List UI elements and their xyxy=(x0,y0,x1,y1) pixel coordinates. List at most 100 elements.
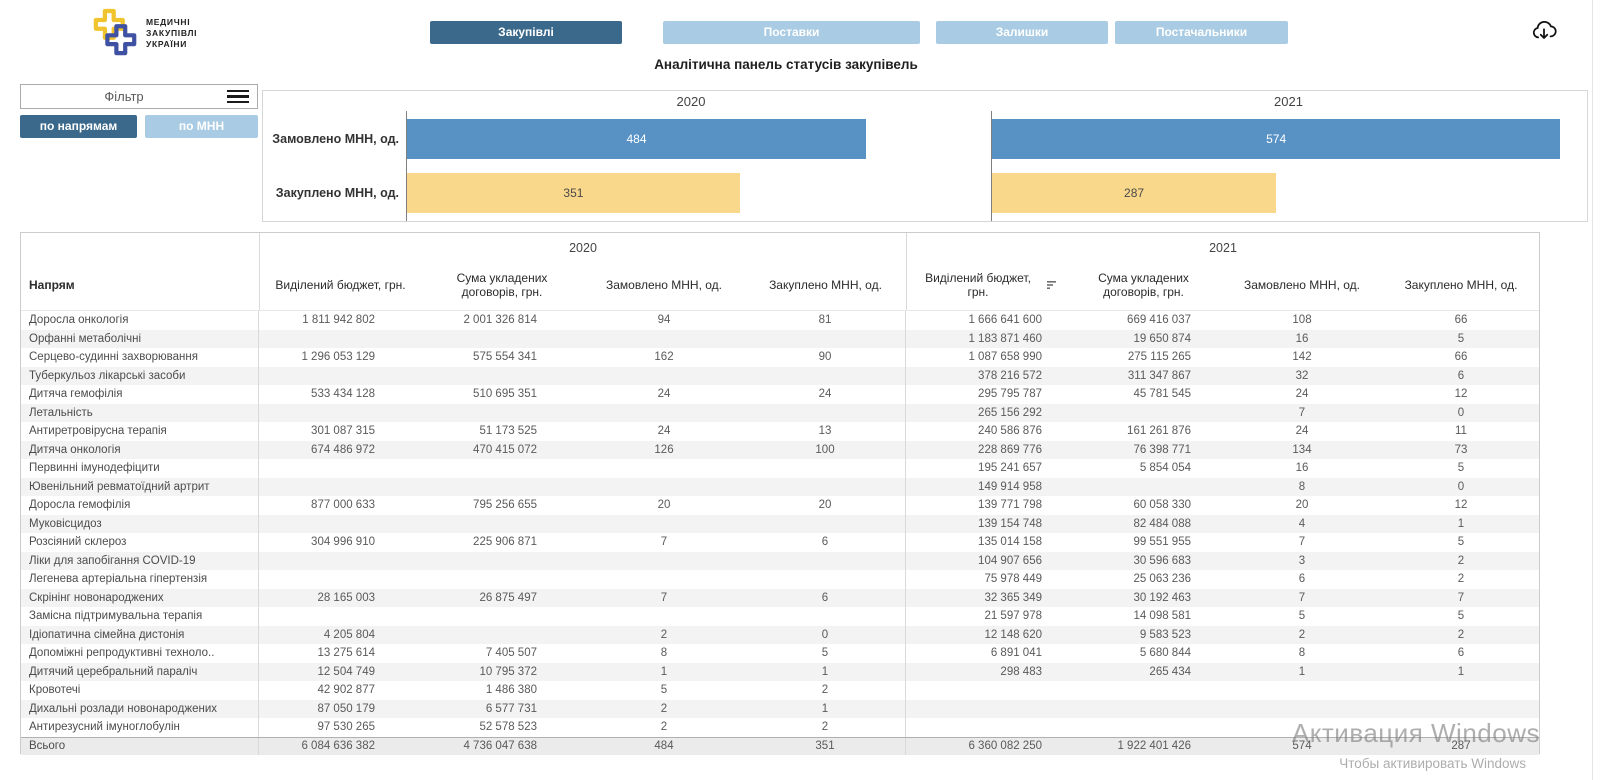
filter-label: Фільтр xyxy=(104,89,144,104)
value-cell: 10 795 372 xyxy=(479,665,537,678)
table-row[interactable]: Доросла гемофілія 877 000 633 795 256 655 2… xyxy=(21,496,1539,515)
table-row[interactable]: Летальність 265 156 292 7 0 xyxy=(21,403,1539,422)
table-row[interactable]: Антиретровірусна терапія 301 087 315 51 17… xyxy=(21,422,1539,441)
value-cell xyxy=(745,607,906,626)
table-row[interactable]: Скрінінг новонароджених 28 165 003 26 875 … xyxy=(21,588,1539,607)
filter-menu-icon[interactable] xyxy=(227,87,249,107)
column-header-purchased-2020[interactable]: Закуплено МНН, од. xyxy=(769,277,882,292)
value-cell xyxy=(745,477,906,496)
table-row[interactable]: Антирезусний імуноглобулін 97 530 265 52 5… xyxy=(21,718,1539,737)
table-row[interactable]: Допоміжні репродуктивні техноло.. 13 275 … xyxy=(21,644,1539,663)
value-cell: 134 xyxy=(1292,443,1312,456)
value-cell: 1 486 380 xyxy=(485,684,537,697)
table-row[interactable]: Розсіяний склероз 304 996 910 225 906 871 7… xyxy=(21,533,1539,552)
table-row[interactable]: Дихальні розлади новонароджених 87 050 17… xyxy=(21,699,1539,718)
bar-purchased-2020[interactable]: 351 xyxy=(407,173,740,213)
filter-box[interactable]: Фільтр xyxy=(20,84,258,109)
value-cell: 311 347 867 xyxy=(1127,369,1191,382)
bar-ordered-2020[interactable]: 484 xyxy=(407,119,866,159)
tab-suppliers[interactable]: Постачальники xyxy=(1115,21,1288,44)
table-row[interactable]: Ідіопатична сімейна дистонія 4 205 804 2 0 1… xyxy=(21,625,1539,644)
value-cell: 7 xyxy=(660,591,668,604)
value-cell: 24 xyxy=(657,388,671,401)
tab-stocks[interactable]: Залишки xyxy=(936,21,1108,44)
value-cell: 16 xyxy=(1295,462,1309,475)
table-row[interactable]: Туберкульоз лікарські засоби 378 216 572 3… xyxy=(21,366,1539,386)
value-cell: 7 405 507 xyxy=(485,647,537,660)
value-cell: 6 xyxy=(745,533,906,552)
chart-row-label-purchased: Закуплено МНН, од. xyxy=(275,186,399,200)
value-cell: 66 xyxy=(1454,351,1468,364)
sort-descending-icon[interactable] xyxy=(1047,280,1058,290)
value-cell: 1 087 658 990 xyxy=(968,351,1042,364)
value-cell: 66 xyxy=(1454,314,1468,327)
cloud-download-icon[interactable] xyxy=(1530,18,1558,49)
value-cell: 24 xyxy=(1295,425,1309,438)
table-row[interactable]: Кровотечі 42 902 877 1 486 380 5 2 xyxy=(21,681,1539,700)
table-row[interactable]: Муковісцидоз 139 154 748 82 484 088 4 1 xyxy=(21,514,1539,533)
value-cell xyxy=(583,330,745,349)
column-header-direction[interactable]: Напрям xyxy=(29,277,75,292)
value-cell: 45 781 545 xyxy=(1133,388,1191,401)
value-cell: 139 771 798 xyxy=(978,499,1042,512)
row-name-cell: Дитяча онкологія xyxy=(21,440,259,459)
value-cell: 4 736 047 638 xyxy=(463,740,537,753)
table-row[interactable]: Серцево-судинні захворювання 1 296 053 12… xyxy=(21,348,1539,367)
value-cell: 90 xyxy=(745,348,906,367)
column-header-contracts-2020[interactable]: Сума укладених договорів, грн. xyxy=(456,270,548,299)
table-row[interactable]: Орфанні метаболічні 1 183 871 460 19 650 8… xyxy=(21,329,1539,349)
table-row[interactable]: Дитячий церебральний параліч 12 504 749 10… xyxy=(21,662,1539,681)
filter-by-direction-button[interactable]: по напрямам xyxy=(20,115,137,138)
value-cell: 1 xyxy=(1457,517,1465,530)
value-cell: 5 xyxy=(1457,332,1465,345)
tab-supplies[interactable]: Поставки xyxy=(663,21,920,44)
column-header-ordered-2020[interactable]: Замовлено МНН, од. xyxy=(606,277,722,292)
value-cell: 795 256 655 xyxy=(473,499,537,512)
value-cell: 30 596 683 xyxy=(1133,554,1191,567)
column-header-ordered-2021[interactable]: Замовлено МНН, од. xyxy=(1244,277,1360,292)
value-cell: 99 551 955 xyxy=(1133,536,1191,549)
total-row: Всього 6 084 636 382 4 736 047 638 484 351 6 … xyxy=(21,736,1539,755)
table-row[interactable]: Ювенільний ревматоїдний артрит 149 914 95… xyxy=(21,477,1539,496)
value-cell: 12 xyxy=(1454,388,1468,401)
column-header-purchased-2021[interactable]: Закуплено МНН, од. xyxy=(1404,277,1518,292)
table-row[interactable]: Доросла онкологія 1 811 942 802 2 001 326 … xyxy=(21,311,1539,330)
value-cell: 11 xyxy=(1455,425,1467,438)
bar-purchased-2021[interactable]: 287 xyxy=(992,173,1277,213)
row-name-cell: Летальність xyxy=(21,403,259,422)
filter-by-mnn-button[interactable]: по МНН xyxy=(145,115,258,138)
row-name-cell: Антирезусний імуноглобулін xyxy=(21,718,259,737)
column-header-contracts-2021[interactable]: Сума укладених договорів, грн. xyxy=(1098,270,1189,299)
value-cell: 5 854 054 xyxy=(1139,462,1191,475)
value-cell xyxy=(259,552,421,571)
row-name-cell: Антиретровірусна терапія xyxy=(21,422,259,441)
value-cell xyxy=(421,367,583,386)
value-cell: 76 398 771 xyxy=(1133,443,1191,456)
medical-crosses-icon xyxy=(93,8,137,56)
table-row[interactable]: Ліки для запобігання COVID-19 104 907 656… xyxy=(21,551,1539,571)
value-cell: 1 xyxy=(1457,665,1465,678)
value-cell: 32 365 349 xyxy=(984,591,1042,604)
value-cell xyxy=(259,570,421,589)
tab-procurement[interactable]: Закупівлі xyxy=(430,21,622,44)
value-cell: 5 xyxy=(660,684,668,697)
bar-ordered-2021[interactable]: 574 xyxy=(992,119,1561,159)
column-header-budget-2021[interactable]: Виділений бюджет, грн. xyxy=(906,259,1064,310)
value-cell: 142 xyxy=(1292,351,1312,364)
table-row[interactable]: Замісна підтримувальна терапія 21 597 978… xyxy=(21,607,1539,626)
value-cell: 574 xyxy=(1292,740,1312,753)
table-row[interactable]: Легенева артеріальна гіпертензія 75 978 4… xyxy=(21,570,1539,589)
value-cell xyxy=(745,570,906,589)
column-header-budget-2020[interactable]: Виділений бюджет, грн. xyxy=(259,259,421,310)
value-cell: 6 xyxy=(1298,573,1306,586)
value-cell: 1 666 641 600 xyxy=(968,314,1042,327)
table-row[interactable]: Дитяча гемофілія 533 434 128 510 695 351 24… xyxy=(21,385,1539,404)
table-row[interactable]: Дитяча онкологія 674 486 972 470 415 072 12… xyxy=(21,440,1539,459)
chart-row-label-ordered: Замовлено МНН, од. xyxy=(272,132,399,146)
table-row[interactable]: Первинні імунодефіцити 195 241 657 5 854 0… xyxy=(21,459,1539,478)
value-cell: 510 695 351 xyxy=(473,388,537,401)
bar-value-label: 484 xyxy=(626,132,647,146)
value-cell: 75 978 449 xyxy=(984,573,1042,586)
value-cell: 8 xyxy=(660,647,668,660)
